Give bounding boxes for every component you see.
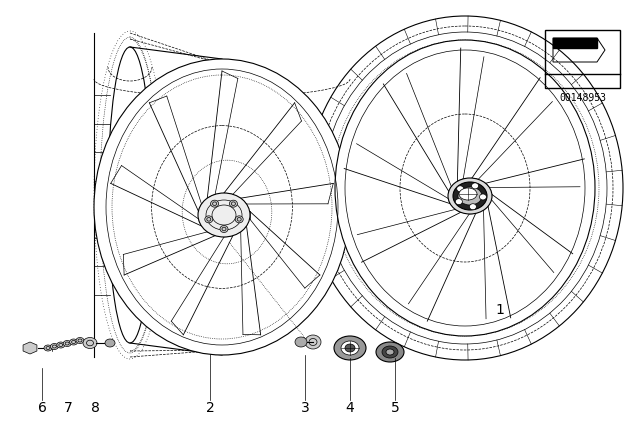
Text: 8: 8 [91, 401, 99, 415]
Ellipse shape [345, 344, 355, 352]
Ellipse shape [376, 342, 404, 362]
Text: 2: 2 [205, 401, 214, 415]
Text: 3: 3 [301, 401, 309, 415]
Ellipse shape [205, 216, 212, 223]
Ellipse shape [448, 178, 492, 214]
Ellipse shape [83, 337, 97, 349]
Ellipse shape [236, 216, 243, 223]
Ellipse shape [459, 188, 477, 200]
Ellipse shape [94, 59, 350, 355]
Text: 4: 4 [346, 401, 355, 415]
Ellipse shape [295, 337, 307, 347]
Ellipse shape [386, 349, 394, 355]
Text: 5: 5 [390, 401, 399, 415]
Ellipse shape [334, 336, 366, 360]
Ellipse shape [479, 194, 486, 200]
Ellipse shape [44, 345, 52, 351]
Polygon shape [23, 342, 37, 354]
Ellipse shape [229, 200, 237, 207]
Text: 6: 6 [38, 401, 47, 415]
Ellipse shape [70, 339, 77, 345]
Ellipse shape [335, 40, 595, 336]
Ellipse shape [469, 204, 476, 210]
Ellipse shape [198, 193, 250, 237]
Ellipse shape [305, 335, 321, 349]
Ellipse shape [382, 346, 398, 358]
Ellipse shape [63, 340, 71, 346]
Ellipse shape [105, 339, 115, 347]
Ellipse shape [453, 182, 487, 210]
Ellipse shape [457, 186, 464, 192]
Ellipse shape [57, 342, 65, 348]
Ellipse shape [51, 344, 58, 349]
Ellipse shape [341, 341, 359, 355]
Bar [545, 30, 620, 88]
Ellipse shape [472, 183, 479, 189]
Text: 7: 7 [63, 401, 72, 415]
Ellipse shape [220, 225, 228, 233]
Ellipse shape [76, 337, 84, 344]
Ellipse shape [458, 187, 482, 205]
Ellipse shape [455, 198, 462, 205]
Ellipse shape [211, 200, 219, 207]
Polygon shape [553, 38, 597, 48]
Text: 00148953: 00148953 [559, 93, 606, 103]
Text: 1: 1 [495, 303, 504, 317]
